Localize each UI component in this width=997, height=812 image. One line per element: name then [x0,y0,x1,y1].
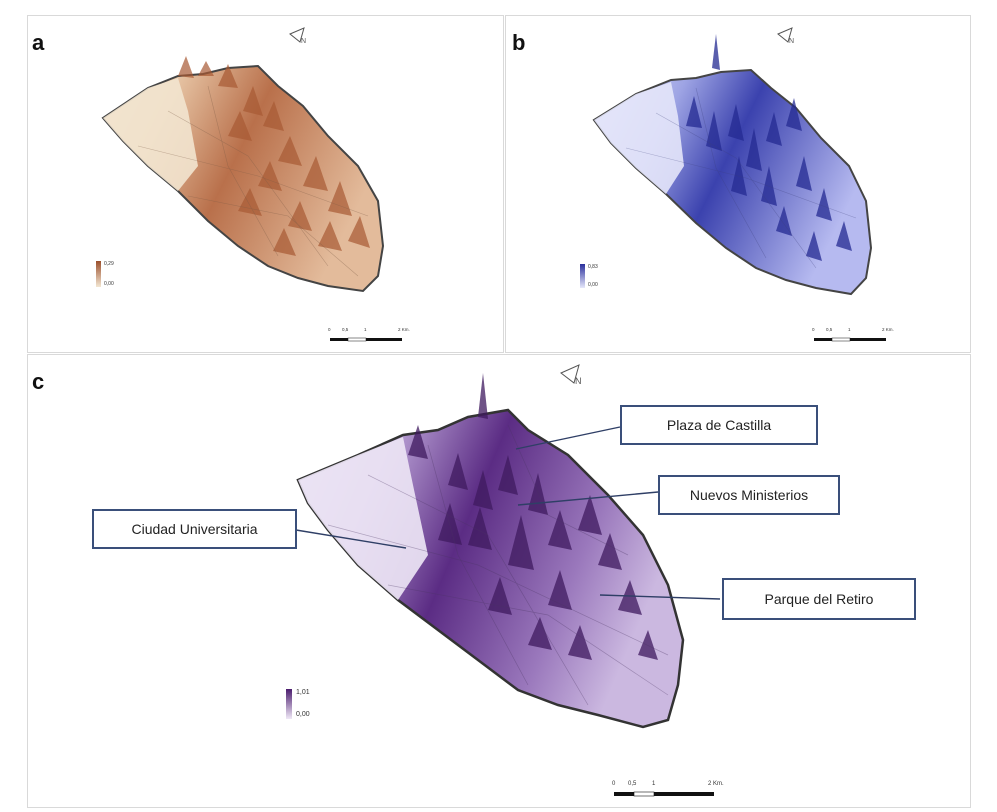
panel-b-letter: b [512,30,526,55]
panel-a-letter: a [32,30,45,55]
panel-a-frame [27,15,504,353]
scale-tick-0-b: 0 [812,327,815,332]
north-arrow-icon: N [560,364,582,386]
flat-area-c [298,437,428,600]
scale-tick-1-c: 1 [652,781,656,787]
panel-c-frame [27,354,971,808]
flat-area-b [594,82,684,194]
scale-tick-2-b: 2 Km. [882,327,894,332]
street-lines-a [137,85,369,277]
scale-tick-1-b: 1 [848,327,851,332]
legend-max-c: 1,01 [296,689,310,696]
flat-area-a [103,78,198,191]
scale-tick-05-a: 0,5 [342,327,349,332]
relief-peaks-a [178,56,370,256]
panel-a: a [28,16,503,352]
panel-a-map: N [96,27,402,342]
callout-plaza-de-castilla: Plaza de Castilla [620,405,818,445]
legend-ramp-b [580,264,585,288]
scale-tick-2-a: 2 Km. [398,327,410,332]
legend-ramp-a [96,261,101,287]
svg-text:N: N [789,38,794,45]
scale-tick-05-b: 0,5 [826,327,833,332]
callout-nuevos-ministerios: Nuevos Ministerios [658,475,840,515]
legend-min-c: 0,00 [296,711,310,718]
legend-max-a: 0,29 [104,261,114,267]
scale-tick-1-a: 1 [364,327,367,332]
svg-text:N: N [575,376,582,386]
panel-b: b [506,16,970,352]
north-arrow-icon: N [289,27,306,45]
panel-c-map: N [286,364,721,797]
panel-b-frame [505,15,971,353]
relief-peaks-c [408,373,658,660]
legend-min-b: 0,00 [588,282,598,288]
street-lines-b [625,87,857,269]
legend-max-b: 0,83 [588,264,598,270]
scale-bar-c [614,791,714,797]
scale-tick-0-c: 0 [612,781,616,787]
scale-tick-2-c: 2 Km. [708,781,724,787]
callout-parque-del-retiro: Parque del Retiro [722,578,916,620]
panel-b-map: N [580,27,886,342]
svg-text:N: N [301,38,306,45]
relief-peaks-b [686,34,852,261]
street-lines-c [327,424,669,706]
callout-ciudad-universitaria: Ciudad Universitaria [92,509,297,549]
legend-ramp-c [286,689,292,719]
scale-bar-b [814,337,886,342]
panel-c-letter: c [32,369,45,394]
scale-tick-0-a: 0 [328,327,331,332]
scale-tick-05-c: 0,5 [628,781,637,787]
legend-min-a: 0,00 [104,281,114,287]
scale-bar-a [330,337,402,342]
callout-leaders [295,426,721,600]
panel-c: c [28,355,970,807]
north-arrow-icon: N [777,27,794,45]
